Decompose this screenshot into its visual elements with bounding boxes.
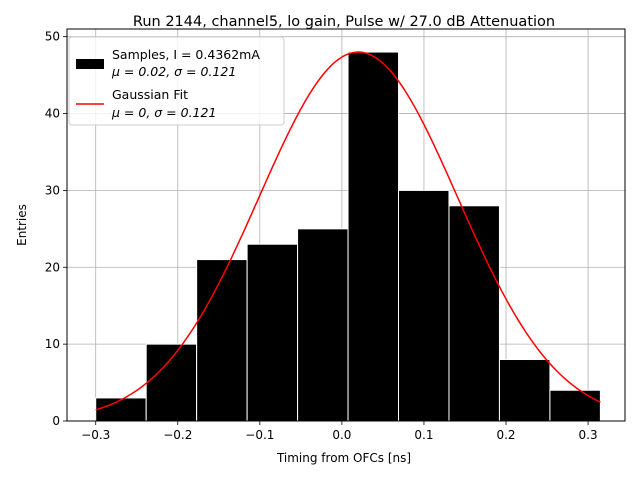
histogram-bar [347, 51, 400, 422]
x-axis-label: Timing from OFCs [ns] [276, 451, 411, 465]
legend-label-samples-line2: μ = 0.02, σ = 0.121 [111, 64, 236, 79]
histogram-bar [549, 389, 601, 422]
histogram-bar [196, 259, 248, 422]
x-tick-label: −0.1 [245, 428, 274, 442]
histogram-bar [448, 205, 500, 422]
y-tick-label: 40 [45, 107, 60, 121]
x-tick-label: −0.2 [163, 428, 192, 442]
x-tick-label: 0.0 [332, 428, 351, 442]
histogram-bar [246, 243, 299, 422]
y-tick-label: 10 [45, 337, 60, 351]
y-tick-label: 20 [45, 260, 60, 274]
histogram-bar [95, 397, 147, 422]
y-axis-label: Entries [15, 204, 29, 246]
y-tick-label: 50 [45, 30, 60, 44]
legend-label-samples-line1: Samples, I = 0.4362mA [112, 47, 260, 62]
x-tick-label: 0.3 [579, 428, 598, 442]
legend-label-fit-line1: Gaussian Fit [112, 87, 188, 102]
histogram-bar [145, 343, 198, 422]
legend-box [68, 36, 285, 126]
legend: Samples, I = 0.4362mA μ = 0.02, σ = 0.12… [68, 36, 285, 126]
x-axis-ticks: −0.3 −0.2 −0.1 0.0 0.1 0.2 0.3 [81, 421, 598, 442]
chart-title: Run 2144, channel5, lo gain, Pulse w/ 27… [133, 14, 555, 30]
plot-frame [66, 28, 626, 422]
x-tick-label: 0.2 [496, 428, 515, 442]
gaussian-fit-line [95, 51, 601, 411]
histogram-bars [95, 51, 601, 422]
histogram-bar [498, 359, 551, 422]
y-tick-label: 0 [52, 414, 60, 428]
x-tick-label: −0.3 [81, 428, 110, 442]
histogram-bar [398, 189, 450, 422]
legend-label-fit-line2: μ = 0, σ = 0.121 [111, 105, 216, 120]
gaussian-fit [95, 51, 601, 411]
y-axis-ticks: 0 10 20 30 40 50 [45, 30, 67, 428]
histogram-bar [297, 228, 349, 422]
x-tick-label: 0.1 [414, 428, 433, 442]
legend-swatch-samples [76, 59, 104, 69]
y-tick-label: 30 [45, 183, 60, 197]
